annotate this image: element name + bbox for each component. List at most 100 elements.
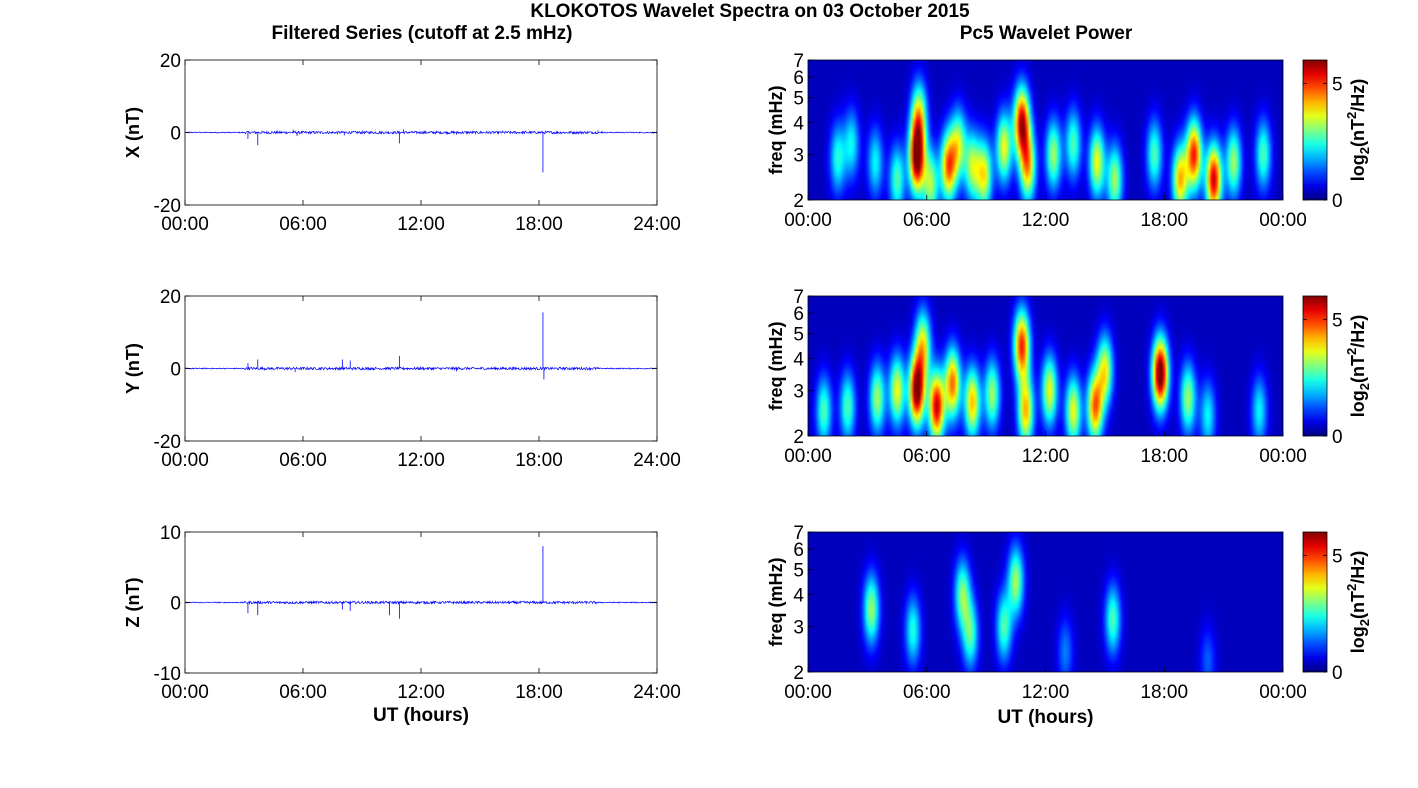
x-tick-label: 06:00 xyxy=(279,214,327,235)
y-tick-label: 0 xyxy=(170,360,181,381)
x-tick-label: 00:00 xyxy=(1259,682,1307,703)
y-axis-label: Z (nT) xyxy=(123,578,143,628)
colorbar-label-part: /Hz) xyxy=(1348,551,1368,584)
y-tick-label: 3 xyxy=(793,618,804,639)
colorbar-label-part: 2 xyxy=(1357,147,1372,154)
y-axis-label: freq (mHz) xyxy=(766,85,786,174)
y-tick-label: 4 xyxy=(793,586,804,607)
y-axis-label: Y (nT) xyxy=(123,343,143,394)
plot-axes-box xyxy=(184,59,658,206)
colorbar-tick-label: 0 xyxy=(1332,191,1343,212)
colorbar xyxy=(1302,295,1328,437)
y-tick-label: 6 xyxy=(793,540,804,561)
colorbar-label-part: (nT xyxy=(1348,355,1368,383)
x-tick-label: 06:00 xyxy=(903,446,951,467)
x-tick-label: 12:00 xyxy=(397,450,445,471)
colorbar-label-part: log xyxy=(1348,390,1368,417)
colorbar-label-part: 2 xyxy=(1357,619,1372,626)
y-axis-label: freq (mHz) xyxy=(766,557,786,646)
y-tick-label: 3 xyxy=(793,146,804,167)
y-tick-label: 6 xyxy=(793,304,804,325)
x-tick-label: 00:00 xyxy=(784,210,832,231)
y-tick-label: 5 xyxy=(793,89,804,110)
colorbar-label-part: /Hz) xyxy=(1348,315,1368,348)
y-tick-label: 4 xyxy=(793,350,804,371)
colorbar-label-part: (nT xyxy=(1348,119,1368,147)
y-tick-label: 0 xyxy=(170,124,181,145)
x-tick-label: 06:00 xyxy=(279,450,327,471)
y-axis-label: X (nT) xyxy=(123,107,143,158)
wavelet-power-heatmap xyxy=(808,296,1283,436)
x-tick-label: 18:00 xyxy=(515,214,563,235)
y-tick-label: 7 xyxy=(793,523,804,544)
x-tick-label: 00:00 xyxy=(784,682,832,703)
colorbar-label: log2(nT2/Hz) xyxy=(1344,315,1372,417)
x-tick-label: 18:00 xyxy=(1140,682,1188,703)
colorbar xyxy=(1302,59,1328,201)
series-line xyxy=(184,129,658,136)
x-tick-label: 24:00 xyxy=(633,682,681,703)
series-line xyxy=(184,600,658,606)
wavelet-power-heatmap xyxy=(808,532,1283,672)
x-tick-label: 00:00 xyxy=(161,214,209,235)
y-tick-label: 3 xyxy=(793,382,804,403)
x-tick-label: 12:00 xyxy=(1022,682,1070,703)
z-component-panel: 00:00 06:00 12:00 18:00 24:00 -10 0 10 Z (nT) UT … xyxy=(123,523,681,726)
x-tick-label: 06:00 xyxy=(903,682,951,703)
x-axis-label: UT (hours) xyxy=(373,705,469,726)
y-tick-label: 5 xyxy=(793,561,804,582)
colorbar-label-part: 2 xyxy=(1344,584,1359,591)
colorbar xyxy=(1302,531,1328,673)
x-tick-label: 12:00 xyxy=(1022,210,1070,231)
colorbar-label: log2(nT2/Hz) xyxy=(1344,79,1372,181)
colorbar-tick-label: 5 xyxy=(1332,74,1343,95)
y-tick-label: 5 xyxy=(793,325,804,346)
colorbar-label-part: log xyxy=(1348,154,1368,181)
x-tick-label: 24:00 xyxy=(633,214,681,235)
colorbar-tick-label: 0 xyxy=(1332,663,1343,684)
colorbar-tick-label: 5 xyxy=(1332,310,1343,331)
colorbar-label: log2(nT2/Hz) xyxy=(1344,551,1372,653)
y-tick-label: 2 xyxy=(793,191,804,212)
x-tick-label: 12:00 xyxy=(1022,446,1070,467)
x-tick-label: 18:00 xyxy=(515,450,563,471)
x-tick-label: 00:00 xyxy=(784,446,832,467)
x-tick-label: 06:00 xyxy=(903,210,951,231)
colorbar-label-part: log xyxy=(1348,626,1368,653)
wavelet-power-heatmap xyxy=(808,60,1283,200)
y-tick-label: -20 xyxy=(154,432,181,453)
y-tick-label: -10 xyxy=(154,664,181,685)
y-tick-label: 0 xyxy=(170,594,181,615)
colorbar-label-part: 2 xyxy=(1344,348,1359,355)
y-tick-label: 6 xyxy=(793,68,804,89)
y-tick-label: 7 xyxy=(793,287,804,308)
right-column-title: Pc5 Wavelet Power xyxy=(960,23,1133,44)
colorbar-label-part: (nT xyxy=(1348,591,1368,619)
x-axis-label: UT (hours) xyxy=(997,707,1093,728)
series-line xyxy=(184,365,658,372)
x-tick-label: 12:00 xyxy=(397,214,445,235)
y-tick-label: 10 xyxy=(160,523,181,544)
y-tick-label: 20 xyxy=(160,287,181,308)
y-axis-label: freq (mHz) xyxy=(766,321,786,410)
x-tick-label: 00:00 xyxy=(161,450,209,471)
x-component-panel: 00:00 06:00 12:00 18:00 24:00 -20 0 20 X (nT) xyxy=(123,51,681,235)
x-tick-label: 12:00 xyxy=(397,682,445,703)
colorbar-label-part: /Hz) xyxy=(1348,79,1368,112)
x-tick-label: 00:00 xyxy=(1259,446,1307,467)
x-tick-label: 24:00 xyxy=(633,450,681,471)
figure-title: KLOKOTOS Wavelet Spectra on 03 October 2… xyxy=(530,1,970,22)
y-tick-label: -20 xyxy=(154,196,181,217)
left-column-title: Filtered Series (cutoff at 2.5 mHz) xyxy=(272,23,573,44)
x-tick-label: 18:00 xyxy=(515,682,563,703)
y-tick-label: 20 xyxy=(160,51,181,72)
x-tick-label: 18:00 xyxy=(1140,446,1188,467)
y-tick-label: 4 xyxy=(793,114,804,135)
y-component-panel: 00:00 06:00 12:00 18:00 24:00 -20 0 20 Y (nT) xyxy=(123,287,681,471)
colorbar-tick-label: 5 xyxy=(1332,546,1343,567)
y-tick-label: 7 xyxy=(793,51,804,72)
x-tick-label: 00:00 xyxy=(1259,210,1307,231)
